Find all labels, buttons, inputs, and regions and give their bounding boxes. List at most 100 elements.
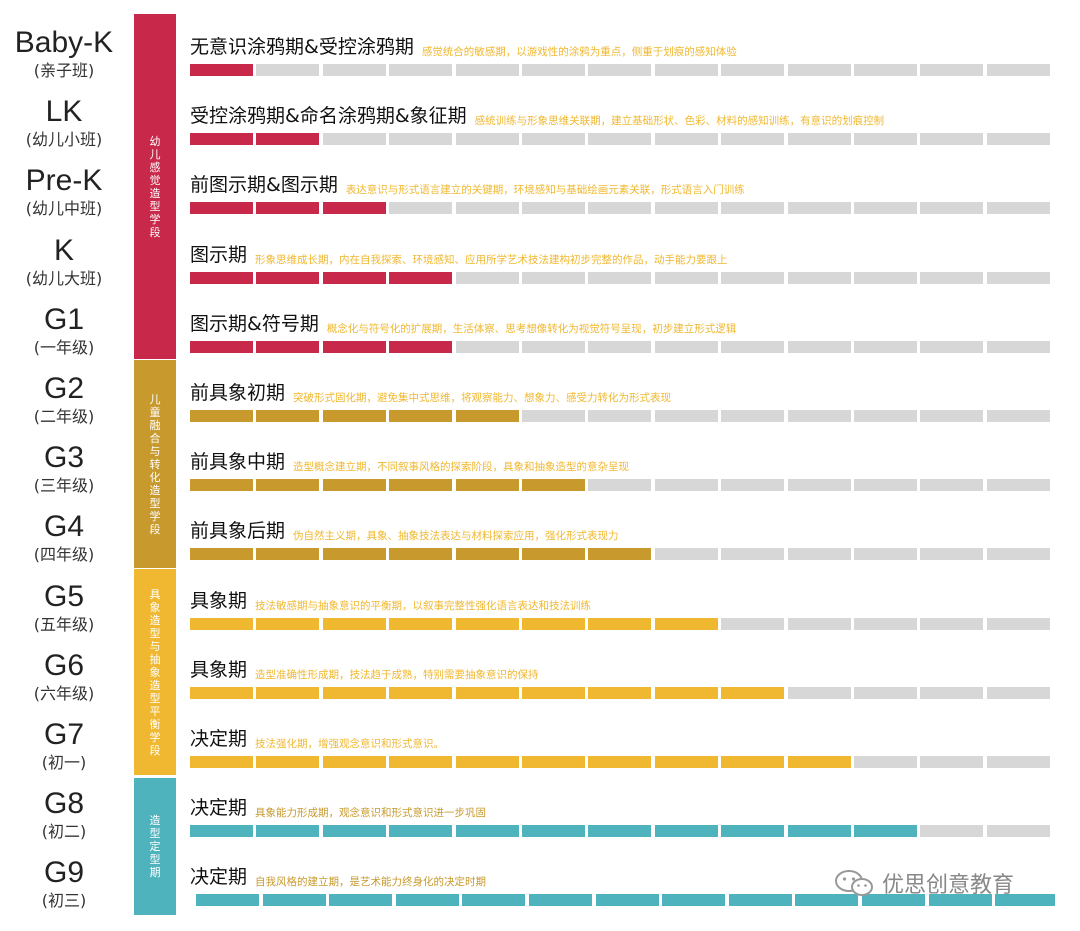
phase-label: 造型定型期	[149, 814, 161, 879]
phase-bar: 具象造型与抽象造型平衡学段	[134, 569, 176, 775]
grade-code: G7	[43, 718, 85, 751]
progress-segment	[787, 410, 851, 422]
phase-bar: 造型定型期	[134, 778, 176, 915]
progress-segment	[986, 686, 1050, 699]
progress-segment	[654, 202, 718, 215]
progress-segment	[455, 202, 519, 215]
progress-segment	[654, 548, 718, 561]
progress-segment	[595, 894, 659, 907]
stage-title: 决定期	[190, 797, 248, 820]
grade-label: Baby-K (亲子班)	[6, 28, 122, 79]
progress-segment	[190, 64, 253, 76]
grade-code: G9	[43, 856, 85, 890]
progress-segment	[654, 133, 718, 146]
progress-segment	[455, 340, 519, 353]
grade-code: G3	[43, 441, 85, 475]
phase-bar: 幼儿感觉造型学段	[134, 14, 176, 359]
progress-segment	[721, 340, 785, 353]
progress-segment	[322, 64, 386, 76]
progress-segment	[986, 756, 1050, 768]
progress-segment	[389, 133, 453, 146]
grade-name: (亲子班)	[33, 61, 95, 80]
progress-segment	[654, 64, 718, 76]
progress-segment	[389, 617, 453, 630]
grade-label: G6 (六年级)	[6, 650, 122, 702]
progress-segment	[455, 686, 519, 699]
stage-desc: 概念化与符号化的扩展期，生活体察、思考想像转化为视觉符号呈现，初步建立形式逻辑	[326, 322, 737, 335]
progress-segment	[256, 64, 320, 76]
grade-code: Pre-K	[25, 164, 103, 198]
progress-segment	[322, 133, 386, 146]
progress-segment	[654, 756, 718, 768]
progress-segment	[322, 825, 386, 838]
grade-label: G7 (初一)	[6, 720, 122, 771]
grade-code: G2	[43, 372, 85, 405]
progress-segment	[862, 894, 925, 907]
stage-desc: 形象思维成长期，内在自我探索、环境感知、应用所学艺术技法建构初步完整的作品，动手…	[255, 253, 728, 266]
progress-segment	[986, 617, 1050, 630]
progress-segment	[389, 271, 453, 284]
stage-title: 前具象初期	[190, 382, 286, 404]
grade-label: LK (幼儿小班)	[6, 97, 122, 148]
progress-segment	[389, 410, 453, 422]
progress-segment	[455, 617, 519, 630]
watermark-text: 优思创意教育	[882, 873, 1015, 898]
grade-code: LK	[45, 95, 83, 129]
progress-segment	[928, 894, 992, 907]
progress-segment	[654, 340, 718, 353]
progress-segment	[389, 64, 453, 76]
progress-segment	[986, 271, 1050, 284]
progress-segment	[787, 479, 851, 492]
progress-segment	[522, 825, 585, 838]
stage-title: 决定期	[190, 728, 248, 750]
progress-segment	[854, 825, 917, 838]
stage-desc: 感觉统合的敏感期，以游戏性的涂鸦为重点，侧重于划痕的感知体验	[421, 46, 737, 58]
progress-segment	[654, 686, 718, 699]
grade-name: (初三)	[41, 891, 87, 911]
progress-segment	[522, 64, 585, 76]
progress-segment	[190, 617, 253, 630]
stage-desc: 技法强化期，增强观念意识和形式意识。	[255, 738, 444, 750]
progress-segment	[190, 202, 253, 215]
progress-segment	[986, 548, 1050, 561]
grade-label: G2 (二年级)	[6, 374, 122, 425]
progress-segment	[787, 617, 851, 630]
phase-label: 儿童融合与转化造型学段	[149, 392, 161, 536]
grade-name: (幼儿中班)	[25, 199, 103, 219]
progress-segment	[588, 548, 652, 561]
progress-segment	[455, 548, 519, 561]
progress-segment	[721, 548, 785, 561]
progress-segment	[588, 202, 652, 215]
progress-segment	[455, 825, 519, 838]
progress-segment	[986, 202, 1050, 215]
grade-label: K (幼儿大班)	[6, 235, 122, 287]
progress-segment	[854, 410, 917, 422]
grade-label: G8 (初二)	[6, 789, 122, 840]
progress-segment	[787, 686, 851, 699]
progress-segment	[588, 410, 652, 422]
progress-segment	[920, 202, 984, 215]
progress-segment	[522, 617, 585, 630]
stage-desc: 造型准确性形成期，技法趋于成熟，特别需要抽象意识的保持	[255, 668, 539, 681]
progress-segment	[662, 894, 726, 907]
progress-segment	[455, 479, 519, 492]
progress-segment	[322, 202, 386, 215]
progress-segment	[721, 271, 785, 284]
grade-label: G4 (四年级)	[6, 512, 122, 563]
stage-title: 具象期	[190, 589, 248, 612]
progress-segment	[787, 64, 851, 76]
progress-segment	[986, 133, 1050, 146]
progress-segment	[854, 271, 917, 284]
progress-segment	[787, 202, 851, 215]
progress-segment	[986, 825, 1050, 838]
progress-segment	[389, 340, 453, 353]
progress-segment	[190, 686, 253, 699]
progress-segment	[721, 825, 785, 838]
progress-segment	[522, 686, 585, 699]
progress-segment	[190, 271, 253, 284]
progress-segment	[787, 133, 851, 146]
progress-segment	[522, 479, 585, 492]
stage-title: 受控涂鸦期&命名涂鸦期&象征期	[190, 105, 467, 128]
grade-label: G9 (初三)	[6, 858, 122, 909]
